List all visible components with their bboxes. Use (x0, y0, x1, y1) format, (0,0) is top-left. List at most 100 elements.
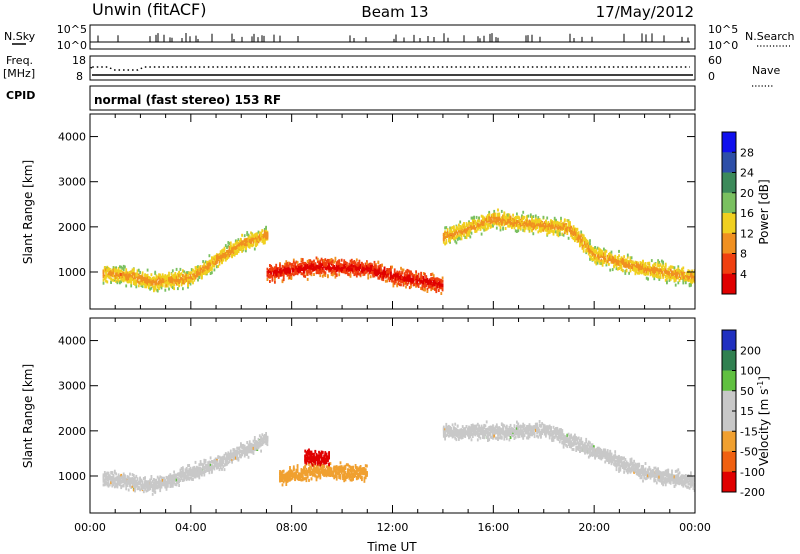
power-echo (561, 232, 564, 236)
power-echo (134, 277, 136, 281)
power-echo (616, 261, 619, 265)
power-echo (195, 265, 198, 269)
velocity-echo (166, 481, 169, 485)
power-echo (232, 251, 235, 255)
power-echo (108, 268, 111, 271)
power-echo (306, 270, 309, 274)
velocity-echo (111, 477, 114, 481)
velocity-echo (110, 471, 112, 475)
power-echo (223, 252, 226, 256)
power-echo (169, 279, 172, 283)
power-echo (142, 281, 145, 284)
power-echo (153, 276, 155, 280)
power-echo (328, 259, 330, 262)
power-echo (193, 270, 196, 274)
power-echo (688, 276, 691, 280)
power-echo (146, 273, 149, 277)
power-echo (558, 231, 561, 234)
power-echo (653, 268, 656, 272)
power-echo (318, 269, 320, 272)
power-echo (150, 282, 153, 286)
power-echo (372, 272, 375, 276)
power-echo (441, 279, 444, 283)
power-echo (358, 259, 361, 263)
power-echo (240, 247, 242, 251)
power-echo (582, 246, 585, 250)
power-echo (253, 233, 256, 237)
power-echo (483, 223, 486, 226)
velocity-echo (165, 483, 168, 487)
freq-unit: [MHz] (3, 67, 35, 80)
power-echo (311, 264, 314, 268)
power-echo (437, 281, 440, 285)
power-echo (471, 219, 474, 223)
velocity-echo (139, 476, 141, 480)
velocity-echo (179, 470, 182, 474)
velocity-echo (139, 488, 141, 492)
power-echo (470, 231, 473, 235)
power-echo (240, 245, 242, 249)
power-echo (248, 245, 251, 249)
power-echo (489, 225, 492, 229)
power-echo (241, 233, 243, 237)
power-echo (130, 276, 133, 280)
power-echo (483, 220, 486, 224)
power-echo (691, 275, 693, 279)
power-echo (586, 239, 589, 243)
power-echo (441, 285, 444, 289)
power-echo (557, 232, 560, 236)
power-echo (416, 279, 419, 283)
power-echo (161, 273, 164, 277)
power-echo (545, 223, 547, 226)
power-echo (286, 261, 289, 265)
power-echo (177, 280, 179, 283)
power-echo (595, 260, 598, 264)
velocity-echo (213, 458, 216, 462)
power-echo (595, 248, 598, 252)
power-echo (173, 276, 175, 280)
power-echo (546, 222, 549, 226)
power-echo (495, 226, 498, 230)
power-echo (469, 222, 472, 226)
power-echo (260, 234, 262, 238)
power-echo (604, 257, 607, 261)
power-echo (292, 260, 295, 264)
power-echo (478, 219, 480, 223)
power-echo (560, 222, 562, 226)
power-echo (126, 280, 129, 284)
velocity-echo (185, 470, 188, 474)
power-echo (117, 268, 120, 272)
power-echo (329, 260, 332, 264)
velocity-echo (148, 480, 150, 484)
power-echo (655, 275, 658, 278)
power-echo (304, 267, 307, 271)
power-echo (270, 271, 272, 274)
power-echo (332, 266, 334, 270)
power-echo (305, 262, 308, 266)
power-echo (135, 285, 138, 289)
velocity-echo (135, 474, 138, 478)
power-echo (437, 285, 440, 289)
power-echo (492, 222, 494, 226)
power-echo (558, 228, 561, 232)
power-echo (642, 263, 644, 267)
velocity-echo (149, 486, 151, 490)
power-echo (513, 221, 516, 225)
velocity-echo (113, 485, 116, 489)
power-echo (130, 280, 133, 284)
power-echo (221, 249, 223, 253)
power-echo (504, 217, 507, 221)
power-echo (340, 263, 343, 267)
power-echo (461, 223, 464, 227)
power-echo (347, 267, 349, 270)
power-echo (507, 224, 509, 228)
power-echo (547, 221, 550, 224)
velocity-echo (121, 476, 124, 480)
power-echo (587, 246, 590, 250)
power-echo (429, 280, 431, 283)
power-echo (324, 264, 327, 268)
power-echo (432, 280, 435, 283)
velocity-echo (107, 478, 110, 481)
power-echo (166, 278, 169, 282)
velocity-echo (149, 478, 151, 482)
